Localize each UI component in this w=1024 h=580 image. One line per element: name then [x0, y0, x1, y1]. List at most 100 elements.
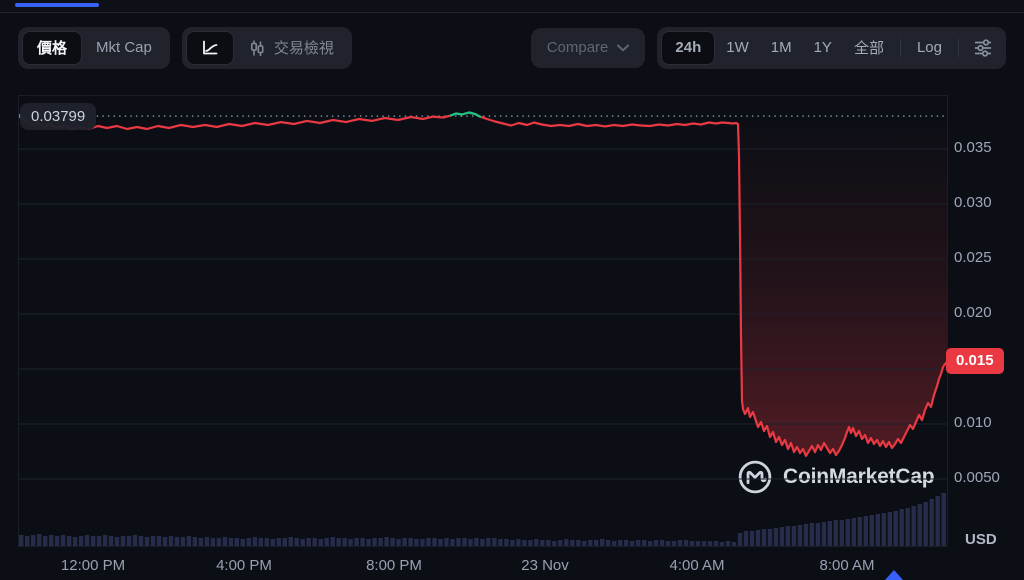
volume-bar — [198, 538, 204, 546]
y-axis-label: 0.0050 — [954, 469, 1000, 486]
volume-bar — [731, 542, 737, 546]
volume-bar — [390, 538, 395, 546]
volume-bar — [564, 539, 569, 546]
volume-bar — [630, 541, 635, 546]
y-axis-label: 0.025 — [954, 249, 992, 266]
x-axis-label: 4:00 PM — [216, 557, 272, 574]
range-1m-button[interactable]: 1M — [760, 31, 803, 65]
volume-bar — [288, 537, 293, 546]
volume-bar — [839, 520, 844, 546]
volume-bar — [659, 540, 665, 546]
volume-bar — [929, 499, 934, 546]
volume-bar — [372, 538, 377, 546]
volume-bar — [528, 540, 533, 546]
current-price-badge: 0.015 — [946, 347, 1004, 374]
volume-bar — [174, 537, 180, 546]
volume-bar — [797, 525, 803, 546]
candlestick-icon — [250, 40, 264, 56]
volume-bar — [863, 516, 868, 546]
volume-bar — [713, 541, 719, 546]
volume-bar — [941, 493, 946, 546]
volume-bar — [612, 541, 617, 546]
volume-bar — [168, 536, 174, 546]
volume-bar — [642, 540, 647, 546]
volume-bar — [192, 537, 198, 546]
volume-bar — [665, 541, 671, 546]
trading-view-label: 交易檢視 — [273, 40, 334, 57]
volume-bar — [636, 540, 641, 546]
volume-bar — [246, 538, 251, 546]
volume-bar — [588, 540, 593, 546]
volume-bar — [881, 513, 886, 546]
line-chart-icon — [202, 40, 218, 54]
volume-bar — [510, 540, 515, 546]
volume-bar — [138, 536, 144, 546]
volume-bar — [618, 540, 623, 546]
volume-bar — [552, 541, 557, 546]
range-1w-button[interactable]: 1W — [715, 31, 760, 65]
line-chart-type-button[interactable] — [185, 30, 234, 65]
volume-bar — [264, 538, 269, 546]
volume-bar — [78, 536, 84, 546]
volume-bar — [270, 539, 275, 546]
volume-bar — [312, 538, 317, 546]
volume-bar — [150, 536, 156, 546]
volume-bar — [725, 541, 731, 546]
open-price-label: 0.03799 — [20, 103, 97, 130]
range-1y-button[interactable]: 1Y — [803, 31, 843, 65]
y-axis-label: 0.020 — [954, 304, 992, 321]
volume-bar — [606, 540, 611, 546]
y-axis-label: 0.035 — [954, 139, 992, 156]
volume-bar — [809, 523, 815, 546]
volume-bar — [108, 536, 114, 546]
volume-bar — [516, 539, 521, 546]
mktcap-toggle-button[interactable]: Mkt Cap — [82, 31, 166, 65]
volume-bar — [420, 539, 425, 546]
volume-bar — [540, 540, 545, 546]
volume-bar — [767, 529, 773, 546]
volume-bar — [396, 539, 401, 546]
volume-bar — [911, 506, 916, 546]
volume-bar — [474, 538, 479, 546]
volume-bar — [755, 530, 761, 546]
volume-bar — [120, 536, 126, 546]
volume-bar — [582, 541, 587, 546]
compare-label: Compare — [546, 39, 609, 56]
volume-bar — [114, 537, 120, 546]
volume-bar — [893, 511, 898, 546]
chart-settings-button[interactable] — [964, 31, 1002, 65]
volume-bar — [773, 528, 779, 546]
volume-bar — [294, 538, 299, 546]
volume-bar — [492, 538, 497, 546]
volume-bar — [594, 540, 599, 546]
watermark-text: CoinMarketCap — [783, 465, 935, 488]
volume-bar — [683, 540, 689, 546]
volume-bar — [749, 531, 755, 546]
divider — [958, 38, 959, 57]
price-chart[interactable] — [18, 95, 948, 547]
price-drop-area — [19, 112, 947, 456]
volume-bar — [899, 509, 904, 546]
x-axis-label: 23 Nov — [521, 557, 569, 574]
volume-bar — [54, 536, 60, 546]
volume-bar — [576, 540, 581, 546]
volume-bar — [827, 521, 832, 546]
active-tab-indicator — [15, 3, 99, 7]
time-cursor-marker[interactable] — [885, 570, 903, 580]
volume-bar — [282, 538, 287, 546]
volume-bar — [66, 536, 72, 546]
volume-bar — [923, 502, 928, 546]
log-scale-button[interactable]: Log — [906, 31, 953, 65]
price-toggle-button[interactable]: 價格 — [22, 30, 83, 65]
trading-view-button[interactable]: 交易檢視 — [234, 31, 348, 65]
range-24h-button[interactable]: 24h — [661, 30, 716, 65]
range-all-button[interactable]: 全部 — [843, 31, 895, 65]
volume-bar — [96, 536, 102, 546]
volume-bar — [845, 519, 850, 546]
volume-bar — [210, 538, 216, 546]
volume-bar — [330, 537, 335, 546]
compare-button[interactable]: Compare — [530, 27, 646, 68]
volume-bar — [102, 535, 108, 546]
volume-bar — [432, 538, 437, 546]
